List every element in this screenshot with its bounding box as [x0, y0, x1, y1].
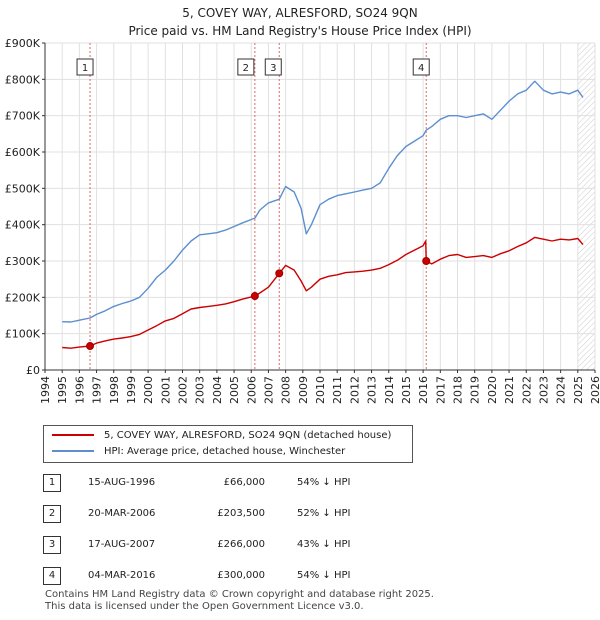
footer: Contains HM Land Registry data © Crown c…	[45, 589, 434, 613]
sale-marker-label: 4	[418, 63, 424, 74]
sale-marker-badge	[264, 58, 282, 76]
x-tick-label: 2012	[348, 376, 361, 404]
x-tick-label: 2006	[245, 376, 258, 404]
sale-badge: 4	[43, 567, 61, 585]
x-tick-label: 2008	[280, 376, 293, 404]
x-tick-label: 2002	[177, 376, 190, 404]
x-tick-label: 1996	[73, 376, 86, 404]
x-tick-label: 2020	[486, 376, 499, 404]
chart-title: 5, COVEY WAY, ALRESFORD, SO24 9QN	[182, 6, 418, 20]
x-tick-label: 2024	[555, 376, 568, 404]
chart-subtitle: Price paid vs. HM Land Registry's House …	[128, 24, 472, 38]
x-tick-label: 2005	[228, 376, 241, 404]
footer-licence: This data is licensed under the Open Gov…	[45, 601, 364, 612]
sale-hpi-diff: 54% ↓ HPI	[297, 570, 351, 581]
sale-hpi-diff: 52% ↓ HPI	[297, 508, 351, 519]
x-tick-label: 2019	[469, 376, 482, 404]
sale-price: £266,000	[217, 539, 265, 550]
sale-row: 2 20-MAR-2006 £203,500 52% ↓ HPI	[43, 503, 563, 525]
x-tick-label: 2018	[452, 376, 465, 404]
sale-date: 20-MAR-2006	[88, 508, 156, 519]
legend-item-hpi: HPI: Average price, detached house, Winc…	[52, 444, 345, 460]
y-tick-label: £500K	[5, 182, 41, 195]
x-tick-label: 2014	[383, 376, 396, 404]
x-tick-label: 1999	[125, 376, 138, 404]
sale-point	[86, 342, 95, 351]
sale-price: £66,000	[223, 477, 265, 488]
sale-point	[275, 269, 284, 278]
x-tick-label: 2004	[211, 376, 224, 404]
legend-hpi-label: HPI: Average price, detached house, Winc…	[104, 446, 346, 457]
y-tick-label: £900K	[5, 37, 41, 50]
sale-badge: 2	[43, 505, 61, 523]
price-chart: £0 £100K £200K £300K £400K £500K £600K £700K £80…	[5, 37, 600, 404]
legend-hpi-swatch	[52, 450, 94, 452]
y-tick-label: £800K	[5, 73, 41, 86]
y-tick-label: £300K	[5, 255, 41, 268]
legend: 5, COVEY WAY, ALRESFORD, SO24 9QN (detac…	[43, 425, 413, 463]
x-tick-label: 2001	[159, 376, 172, 404]
y-tick-label: £200K	[5, 291, 41, 304]
sale-marker-label: 3	[270, 63, 276, 74]
x-tick-label: 2023	[537, 376, 550, 404]
legend-item-property: 5, COVEY WAY, ALRESFORD, SO24 9QN (detac…	[52, 428, 391, 444]
hpi-line	[62, 80, 584, 323]
y-tick-label: £700K	[5, 110, 41, 123]
x-tick-label: 2026	[589, 376, 600, 404]
x-tick-label: 2003	[194, 376, 207, 404]
y-tick-label: £600K	[5, 146, 41, 159]
x-tick-label: 2022	[520, 376, 533, 404]
sale-date: 17-AUG-2007	[88, 539, 156, 550]
sale-row: 1 15-AUG-1996 £66,000 54% ↓ HPI	[43, 472, 563, 494]
sale-point	[250, 292, 259, 301]
x-tick-label: 2009	[297, 376, 310, 404]
sale-marker-badge	[76, 58, 94, 76]
sale-marker-badge	[237, 58, 255, 76]
footer-copyright: Contains HM Land Registry data © Crown c…	[45, 589, 434, 600]
x-tick-label: 2013	[366, 376, 379, 404]
x-tick-label: 2000	[142, 376, 155, 404]
legend-property-label: 5, COVEY WAY, ALRESFORD, SO24 9QN (detac…	[104, 430, 392, 441]
property-price-line	[62, 236, 584, 349]
x-tick-label: 1998	[108, 376, 121, 404]
sale-row: 3 17-AUG-2007 £266,000 43% ↓ HPI	[43, 534, 563, 556]
sale-marker-badge	[412, 58, 430, 76]
y-tick-label: £400K	[5, 219, 41, 232]
x-tick-label: 2021	[503, 376, 516, 404]
sale-hpi-diff: 43% ↓ HPI	[297, 539, 351, 550]
x-tick-label: 1997	[91, 376, 104, 404]
sale-price: £300,000	[217, 570, 265, 581]
y-tick-label: £0	[26, 364, 40, 377]
sale-row: 4 04-MAR-2016 £300,000 54% ↓ HPI	[43, 565, 563, 587]
sale-point	[422, 257, 431, 265]
x-tick-label: 2010	[314, 376, 327, 404]
forecast-region	[577, 43, 595, 370]
sale-badge: 3	[43, 536, 61, 554]
sale-badge: 1	[43, 474, 61, 492]
x-tick-label: 1995	[56, 376, 69, 404]
x-tick-label: 2017	[434, 376, 447, 404]
x-tick-label: 2011	[331, 376, 344, 404]
x-tick-label: 2007	[262, 376, 275, 404]
x-tick-label: 1994	[39, 376, 52, 404]
x-tick-label: 2025	[572, 376, 585, 404]
sale-date: 04-MAR-2016	[88, 570, 156, 581]
sale-date: 15-AUG-1996	[88, 477, 156, 488]
sale-hpi-diff: 54% ↓ HPI	[297, 477, 351, 488]
sale-marker-label: 1	[82, 63, 88, 74]
sale-marker-label: 2	[243, 63, 249, 74]
x-tick-label: 2015	[400, 376, 413, 404]
legend-property-swatch	[52, 434, 94, 436]
y-tick-label: £100K	[5, 328, 41, 341]
sale-price: £203,500	[217, 508, 265, 519]
x-tick-label: 2016	[417, 376, 430, 404]
